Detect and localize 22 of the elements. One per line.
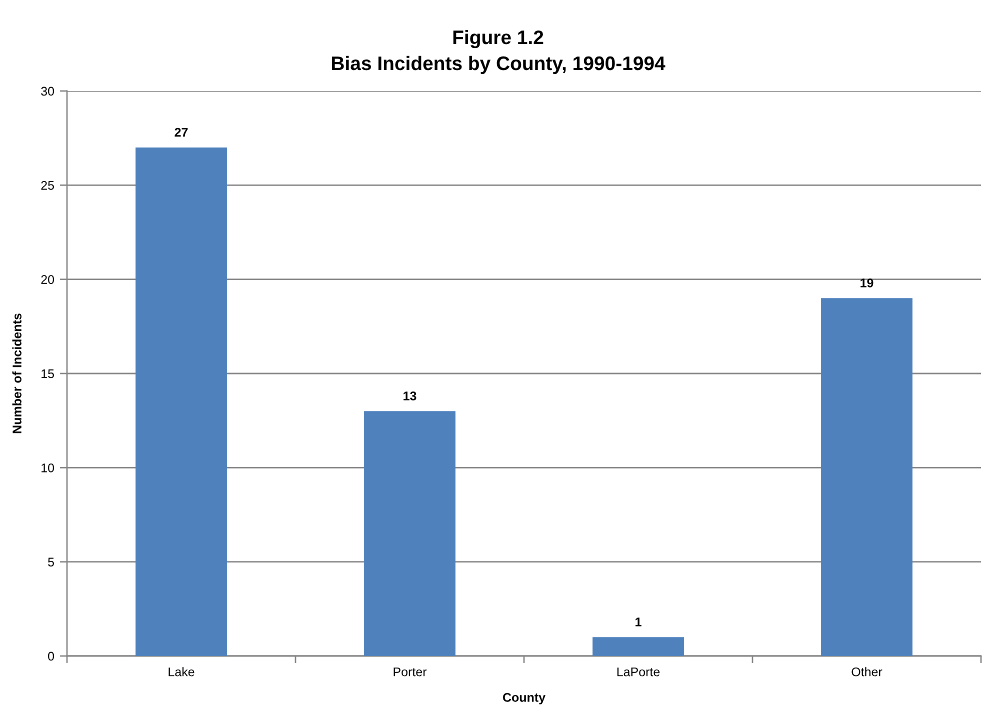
y-tick-label: 5 [48, 558, 54, 566]
data-label: 1 [636, 618, 642, 626]
x-tick-label: Other [852, 667, 882, 676]
x-tick-label: LaPorte [617, 668, 660, 676]
y-tick-label: 0 [48, 652, 54, 661]
bar [592, 637, 684, 656]
y-tick-label: 25 [41, 180, 54, 190]
data-label: 13 [404, 392, 416, 400]
y-tick-label: 20 [41, 275, 54, 284]
y-tick-label: 30 [41, 86, 54, 96]
x-tick-label: Lake [168, 667, 194, 676]
y-axis-title: Number of Incidents [12, 314, 22, 434]
bar [821, 298, 912, 656]
x-axis-title: County [502, 692, 546, 704]
y-tick-label: 10 [42, 463, 54, 472]
bar [136, 148, 227, 656]
chart-title: Figure 1.2 Bias Incidents by County, 1990-1994 [332, 30, 666, 74]
bar [364, 411, 456, 656]
y-tick-label: 15 [42, 369, 54, 378]
data-label: 27 [174, 128, 188, 137]
x-tick-label: Porter [394, 668, 427, 676]
data-label: 19 [860, 278, 874, 288]
